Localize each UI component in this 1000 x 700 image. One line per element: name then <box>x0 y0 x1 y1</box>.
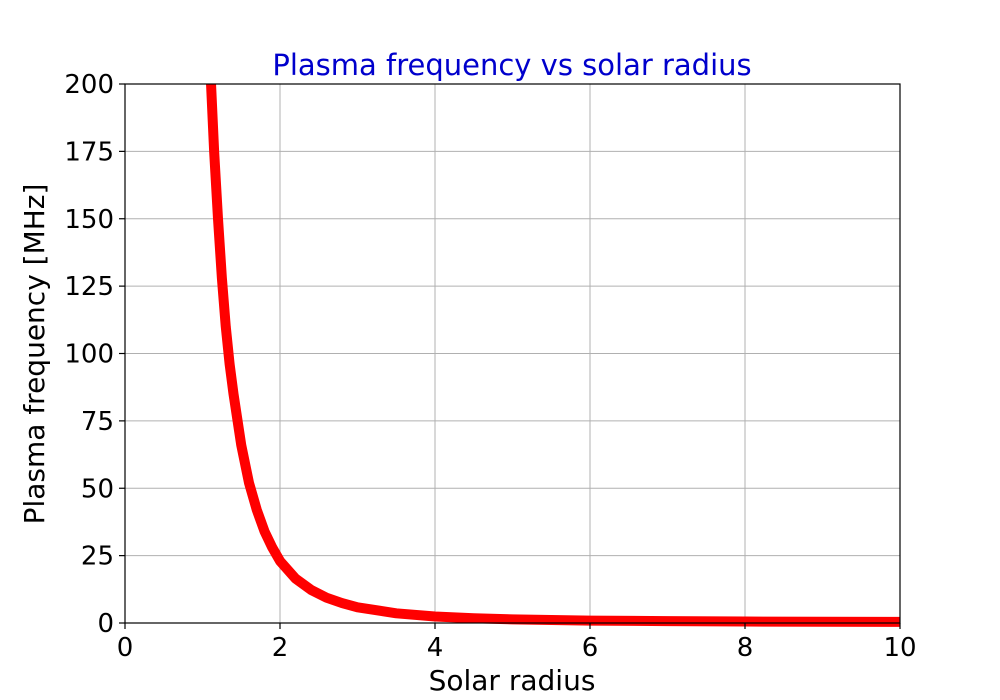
y-tick-label: 25 <box>81 542 114 572</box>
y-tick-label: 100 <box>64 340 114 370</box>
x-tick-label: 0 <box>117 633 134 663</box>
y-tick-label: 0 <box>97 609 114 639</box>
y-tick-label: 50 <box>81 474 114 504</box>
series-line <box>206 83 901 627</box>
y-tick-label: 125 <box>64 272 114 302</box>
series-layer <box>206 83 901 627</box>
grid-lines <box>124 83 901 624</box>
x-tick-label: 6 <box>582 633 599 663</box>
y-tick-label: 150 <box>64 205 114 235</box>
y-axis-label: Plasma frequency [MHz] <box>18 184 51 525</box>
x-tick-label: 8 <box>737 633 754 663</box>
y-tick-label: 200 <box>64 70 114 100</box>
x-tick-label: 4 <box>427 633 444 663</box>
x-tick-label: 2 <box>272 633 289 663</box>
y-tick-label: 75 <box>81 407 114 437</box>
chart-title: Plasma frequency vs solar radius <box>272 48 751 82</box>
x-tick-label: 10 <box>883 633 916 663</box>
y-tick-label: 175 <box>64 137 114 167</box>
x-axis-label: Solar radius <box>429 664 596 697</box>
